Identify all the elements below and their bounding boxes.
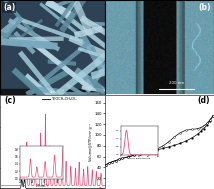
- Text: (b): (b): [198, 3, 211, 12]
- X-axis label: Pore diameter/nm: Pore diameter/nm: [129, 158, 150, 159]
- Text: 2μm: 2μm: [49, 90, 56, 94]
- Y-axis label: Volume@STP/cm³ g⁻¹: Volume@STP/cm³ g⁻¹: [89, 123, 94, 161]
- Text: 200 nm: 200 nm: [169, 81, 184, 85]
- Text: (a): (a): [3, 3, 15, 12]
- Text: (d): (d): [197, 96, 210, 105]
- Text: Ti(OCH₂CH₂O)₂: Ti(OCH₂CH₂O)₂: [51, 97, 77, 101]
- Text: (c): (c): [4, 96, 16, 105]
- Bar: [0, 89, 105, 94]
- X-axis label: 2-Theta(°): 2-Theta(°): [35, 184, 48, 188]
